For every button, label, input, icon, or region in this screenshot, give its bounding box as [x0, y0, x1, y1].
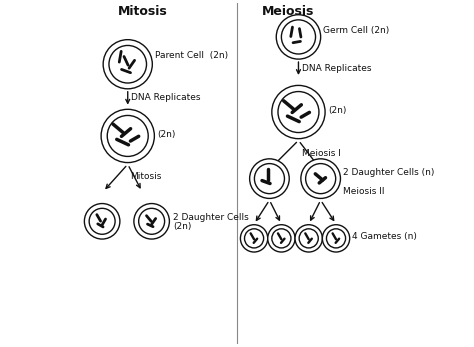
Circle shape [240, 225, 268, 252]
Circle shape [295, 225, 322, 252]
Text: Mitosis: Mitosis [130, 172, 162, 181]
Text: 2 Daughter Cells: 2 Daughter Cells [173, 213, 248, 222]
Circle shape [268, 225, 295, 252]
Text: DNA Replicates: DNA Replicates [131, 93, 201, 102]
Text: Mitosis: Mitosis [118, 5, 167, 18]
Circle shape [255, 163, 284, 194]
Circle shape [134, 204, 169, 239]
Circle shape [272, 229, 291, 248]
Text: Parent Cell  (2n): Parent Cell (2n) [155, 51, 228, 60]
Circle shape [107, 116, 148, 156]
Text: Meiosis I: Meiosis I [302, 149, 341, 158]
Text: Meiosis II: Meiosis II [343, 187, 385, 196]
Circle shape [84, 204, 120, 239]
Text: (2n): (2n) [157, 130, 175, 139]
Circle shape [306, 163, 336, 194]
Circle shape [89, 208, 115, 234]
Circle shape [250, 159, 289, 198]
Circle shape [101, 109, 155, 163]
Text: 4 Gametes (n): 4 Gametes (n) [352, 232, 417, 241]
Circle shape [278, 92, 319, 133]
Circle shape [322, 225, 350, 252]
Circle shape [103, 40, 152, 89]
Text: DNA Replicates: DNA Replicates [302, 64, 371, 73]
Circle shape [245, 229, 264, 248]
Text: (2n): (2n) [173, 222, 191, 231]
Text: (2n): (2n) [328, 106, 346, 115]
Text: 2 Daughter Cells (n): 2 Daughter Cells (n) [343, 168, 435, 177]
Text: Meiosis: Meiosis [262, 5, 314, 18]
Circle shape [299, 229, 318, 248]
Circle shape [301, 159, 340, 198]
Circle shape [139, 208, 164, 234]
Circle shape [282, 20, 316, 54]
Text: Germ Cell (2n): Germ Cell (2n) [323, 26, 390, 35]
Circle shape [327, 229, 346, 248]
Circle shape [272, 85, 325, 139]
Circle shape [276, 15, 320, 59]
Circle shape [109, 45, 146, 83]
